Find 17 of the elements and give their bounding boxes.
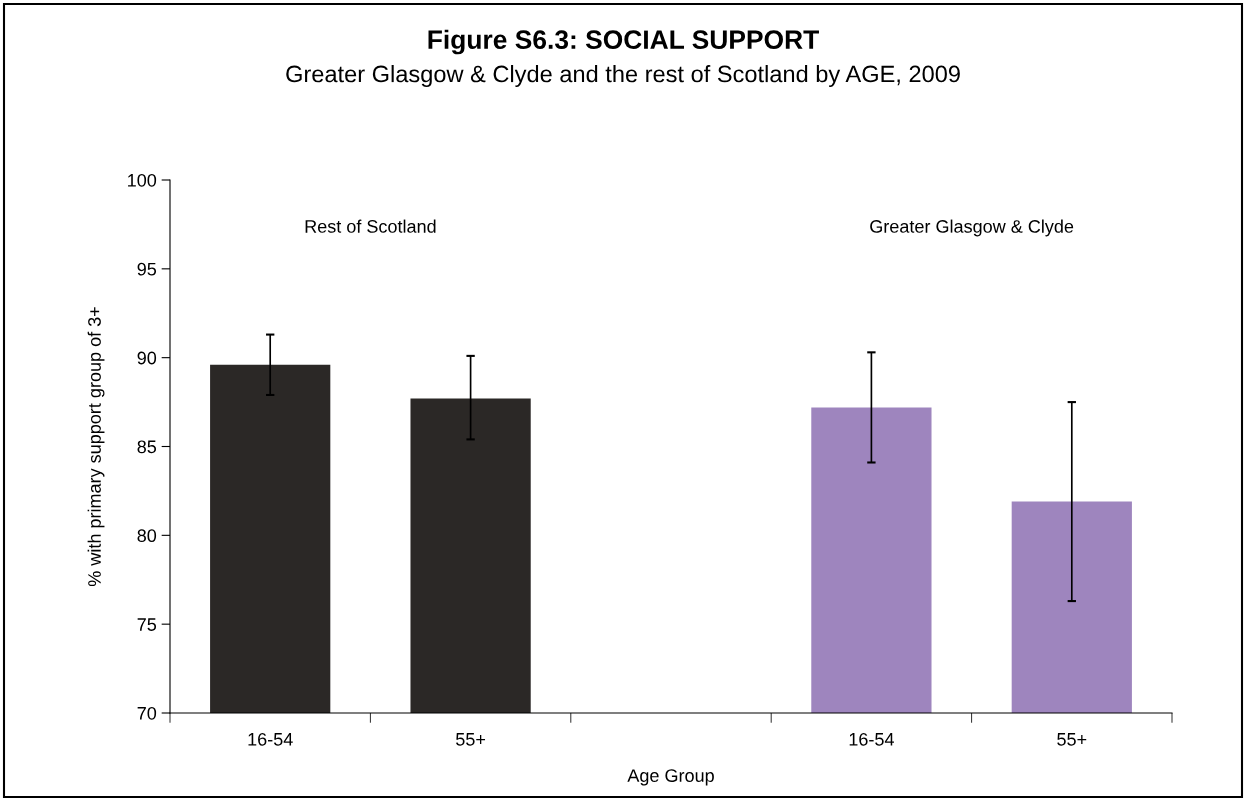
x-tick-label: 16-54 <box>849 732 894 746</box>
x-tick-label: 55+ <box>456 733 486 746</box>
y-tick-label: 70 <box>137 706 157 720</box>
y-tick-label: 75 <box>137 618 157 631</box>
y-tick-label: 100 <box>128 173 157 187</box>
y-tick-label: 80 <box>137 529 157 543</box>
x-tick-label: 55+ <box>1057 733 1087 746</box>
y-tick-label: 85 <box>137 440 157 454</box>
chart-title: Figure S6.3: SOCIAL SUPPORT <box>428 29 819 55</box>
y-axis-title: % with primary support group of 3+ <box>87 307 105 587</box>
y-tick-label: 95 <box>137 262 157 276</box>
annotation: Greater Glasgow & Clyde <box>870 219 1074 237</box>
x-axis-title: Age Group <box>627 769 714 786</box>
chart-subtitle: Greater Glasgow & Clyde and the rest of Scotland by AGE, 2009 <box>286 65 960 88</box>
x-tick-label: 16-54 <box>248 732 293 746</box>
y-tick-label: 90 <box>137 351 157 365</box>
annotation: Rest of Scotland <box>305 219 436 233</box>
